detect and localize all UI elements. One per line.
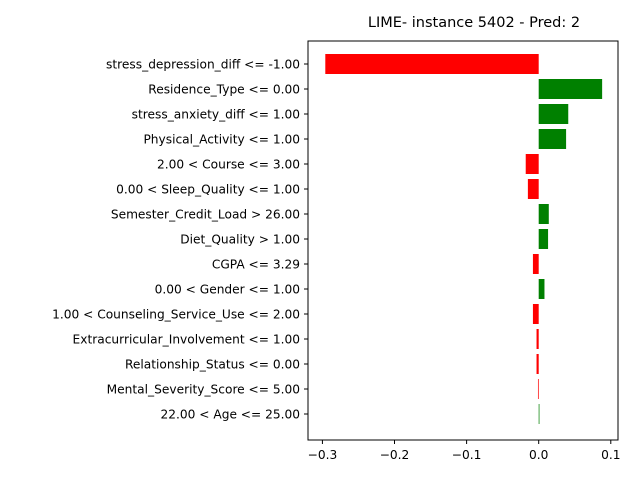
bar — [538, 404, 540, 424]
y-tick-label: 1.00 < Counseling_Service_Use <= 2.00 — [52, 308, 300, 322]
y-tick-label: 2.00 < Course <= 3.00 — [157, 158, 300, 172]
y-tick-label: 22.00 < Age <= 25.00 — [161, 408, 300, 422]
chart-title: LIME- instance 5402 - Pred: 2 — [368, 15, 580, 31]
y-tick-label: Relationship_Status <= 0.00 — [125, 358, 300, 372]
bar — [536, 329, 539, 349]
bar — [537, 379, 539, 399]
bar — [536, 354, 539, 374]
y-tick-label: CGPA <= 3.29 — [212, 258, 300, 272]
bar — [527, 179, 539, 199]
bar — [538, 104, 569, 124]
bar — [532, 304, 539, 324]
x-axis-ticks: −0.3 −0.2 −0.1 0.0 0.1 — [308, 440, 620, 462]
x-tick-label: 0.0 — [529, 448, 548, 462]
y-tick-label: stress_depression_diff <= -1.00 — [106, 58, 300, 72]
bar — [538, 279, 545, 299]
x-tick-label: −0.3 — [308, 448, 338, 462]
plot-frame — [307, 40, 619, 441]
bar — [532, 254, 539, 274]
x-tick-label: −0.1 — [452, 448, 482, 462]
y-tick-label: 0.00 < Gender <= 1.00 — [155, 283, 300, 297]
y-tick-label: Diet_Quality > 1.00 — [180, 233, 300, 247]
bar — [538, 229, 549, 249]
bar — [538, 79, 603, 99]
x-tick-label: 0.1 — [601, 448, 620, 462]
y-tick-label: Residence_Type <= 0.00 — [148, 83, 300, 97]
y-tick-label: Physical_Activity <= 1.00 — [143, 133, 300, 147]
y-tick-label: 0.00 < Sleep_Quality <= 1.00 — [116, 183, 300, 197]
bar — [525, 154, 539, 174]
x-tick-label: −0.2 — [380, 448, 410, 462]
bar — [538, 204, 549, 224]
bars-group — [325, 54, 603, 424]
y-tick-label: stress_anxiety_diff <= 1.00 — [132, 108, 300, 122]
y-tick-labels: stress_depression_diff <= -1.00 Residence… — [52, 58, 308, 422]
y-tick-label: Mental_Severity_Score <= 5.00 — [107, 383, 300, 397]
bar — [538, 129, 567, 149]
y-tick-label: Extracurricular_Involvement <= 1.00 — [73, 333, 300, 347]
y-tick-label: Semester_Credit_Load > 26.00 — [111, 208, 300, 222]
bar — [325, 54, 539, 74]
